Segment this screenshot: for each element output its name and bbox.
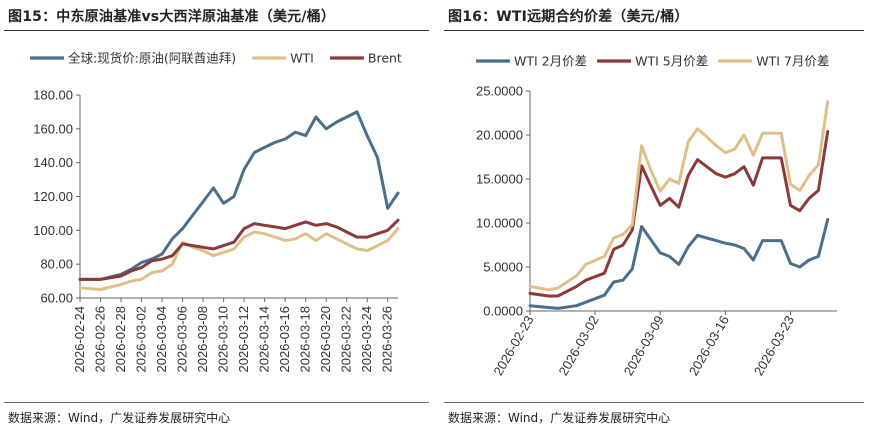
title-divider-right [444, 30, 864, 31]
chart-left: 全球:现货价:原油(阿联酋迪拜) WTI Brent 60.00 80.00 100.00… [30, 51, 402, 373]
series-line-left-0 [78, 110, 400, 281]
chart-panel-left: 图15：中东原油基准vs大西洋原油基准（美元/桶） 全球:现货价:原油(阿联酋迪… [4, 9, 429, 425]
x-tick-label-right-2: 2026-03-09 [621, 313, 667, 378]
chart-right: WTI 2月价差 WTI 5月价差 WTI 7月价差 0.0000 5.0000 10.0… [476, 54, 837, 378]
legend-label-left-0: 全球:现货价:原油(阿联酋迪拜) [68, 51, 236, 66]
title-divider-left [4, 30, 429, 31]
y-tick-label-left-6: 180.00 [33, 88, 73, 103]
y-tick-label-right-1: 5.0000 [483, 260, 523, 275]
chart-panel-right: 图16：WTI远期合约价差（美元/桶） WTI 2月价差 WTI 5月价差 WTI … [440, 0, 870, 431]
series-line-left-2 [78, 218, 400, 281]
x-tick-label-left-2: 2026-02-28 [113, 306, 128, 373]
x-tick-label-left-15: 2026-03-26 [380, 306, 395, 373]
x-tick-label-left-8: 2026-03-12 [236, 306, 251, 373]
x-tick-label-left-7: 2026-03-10 [216, 306, 231, 373]
x-tick-label-left-11: 2026-03-18 [298, 306, 313, 373]
x-tick-label-left-14: 2026-03-24 [359, 306, 374, 373]
x-tick-label-left-13: 2026-03-22 [339, 306, 354, 373]
legend-label-right-1: WTI 5月价差 [635, 54, 708, 69]
y-tick-label-left-3: 120.00 [33, 189, 73, 204]
legend-label-left-2: Brent [368, 51, 402, 66]
x-tick-label-right-4: 2026-03-23 [751, 313, 797, 378]
y-tick-label-left-1: 80.00 [40, 257, 73, 272]
y-tick-label-right-5: 25.0000 [476, 84, 523, 99]
y-tick-label-left-5: 160.00 [33, 121, 73, 136]
x-tick-label-left-4: 2026-03-04 [154, 306, 169, 373]
x-tick-label-left-3: 2026-03-02 [134, 306, 149, 373]
chart-title-left: 图15：中东原油基准vs大西洋原油基准（美元/桶） [8, 9, 336, 25]
legend-label-right-0: WTI 2月价差 [514, 54, 587, 69]
source-note-right: 数据来源：Wind，广发证券发展研究中心 [448, 411, 671, 425]
x-tick-label-left-0: 2026-02-24 [72, 306, 87, 373]
y-tick-label-left-2: 100.00 [33, 223, 73, 238]
x-tick-label-left-5: 2026-03-06 [175, 306, 190, 373]
x-tick-label-left-9: 2026-03-14 [257, 306, 272, 373]
x-tick-label-left-6: 2026-03-08 [195, 306, 210, 373]
x-tick-label-right-0: 2026-02-23 [490, 313, 536, 378]
x-tick-label-right-3: 2026-03-16 [686, 313, 732, 378]
legend-label-right-2: WTI 7月价差 [756, 54, 829, 69]
y-tick-label-right-3: 15.0000 [476, 172, 523, 187]
series-line-right-2 [528, 100, 830, 292]
y-tick-label-left-0: 60.00 [40, 291, 73, 306]
x-tick-label-right-1: 2026-03-02 [555, 313, 601, 378]
series-line-right-0 [528, 218, 830, 310]
source-divider-left [4, 402, 429, 403]
y-tick-label-right-0: 0.0000 [483, 304, 523, 319]
x-tick-label-left-1: 2026-02-26 [93, 306, 108, 373]
x-tick-label-left-12: 2026-03-20 [318, 306, 333, 373]
source-divider-right [444, 402, 864, 403]
legend-label-left-1: WTI [290, 51, 314, 66]
y-tick-label-left-4: 140.00 [33, 155, 73, 170]
x-tick-label-left-10: 2026-03-16 [277, 306, 292, 373]
chart-title-right: 图16：WTI远期合约价差（美元/桶） [448, 9, 689, 25]
y-tick-label-right-4: 20.0000 [476, 128, 523, 143]
y-tick-label-right-2: 10.0000 [476, 216, 523, 231]
series-line-right-1 [528, 130, 830, 298]
source-note-left: 数据来源：Wind，广发证券发展研究中心 [8, 411, 231, 425]
series-line-left-1 [78, 227, 400, 291]
